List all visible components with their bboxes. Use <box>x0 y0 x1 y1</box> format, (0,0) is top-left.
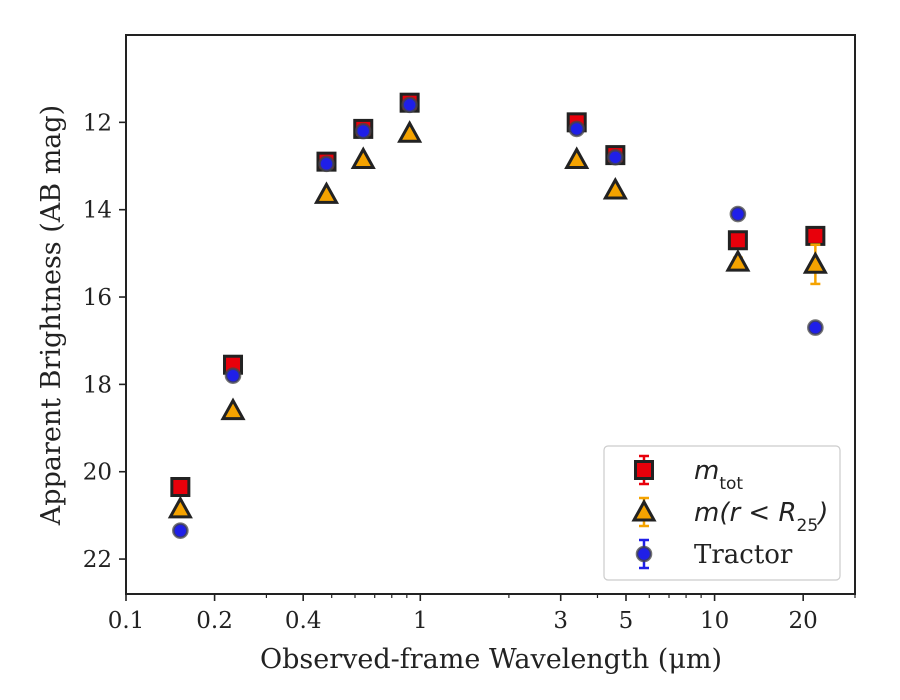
data-point-square <box>805 225 826 246</box>
legend-label: mtot <box>694 456 743 494</box>
data-layer <box>167 92 828 539</box>
y-tick-label: 22 <box>83 547 112 573</box>
x-tick-label: 0.4 <box>285 608 322 634</box>
y-tick-label: 20 <box>83 460 112 486</box>
legend-label: Tractor <box>694 540 793 570</box>
series-circle <box>172 96 824 539</box>
data-point-circle <box>224 367 242 384</box>
plot-frame <box>125 34 856 595</box>
legend-marker-circle <box>635 545 653 563</box>
y-axis-label: Apparent Brightness (AB mag) <box>36 105 67 526</box>
data-point-square <box>727 230 748 251</box>
legend-label: m(r < R25) <box>694 498 828 536</box>
data-point-circle <box>568 120 586 138</box>
x-axis-label: Observed-frame Wavelength (μm) <box>260 644 722 675</box>
x-tick-label: 0.2 <box>196 608 233 634</box>
data-point-triangle <box>397 120 423 143</box>
data-point-circle <box>401 96 418 114</box>
data-point-triangle <box>725 249 751 272</box>
data-point-triangle <box>350 146 376 169</box>
x-tick-label: 1 <box>413 608 428 634</box>
data-point-triangle <box>220 397 246 421</box>
data-point-circle <box>607 148 624 166</box>
axes: 0.1 0.2 0.4 1 3 5 10 20 12 14 16 18 20 22 <box>83 34 856 634</box>
x-tick-label: 3 <box>553 608 568 634</box>
data-point-triangle <box>802 251 828 274</box>
legend-marker-square <box>634 460 654 480</box>
x-tick-label: 10 <box>700 608 729 634</box>
data-point-triangle <box>564 146 590 169</box>
data-point-circle <box>807 319 824 336</box>
series-square <box>170 92 826 498</box>
x-tick-label: 0.1 <box>108 608 145 634</box>
y-tick-label: 14 <box>83 198 112 224</box>
data-point-circle <box>318 155 335 173</box>
x-tick-label: 5 <box>619 608 634 634</box>
y-tick-label: 12 <box>83 110 112 136</box>
series-triangle <box>167 120 828 519</box>
data-point-circle <box>172 522 189 539</box>
legend-marker-triangle <box>631 498 657 522</box>
data-point-triangle <box>602 176 628 200</box>
x-tick-label: 20 <box>789 608 818 634</box>
data-point-triangle <box>313 181 340 204</box>
data-point-square <box>170 477 191 498</box>
data-point-triangle <box>167 495 193 519</box>
legend: mtot m(r < R25) Tractor <box>603 445 841 581</box>
legend-box <box>603 445 841 581</box>
data-point-circle <box>354 122 372 140</box>
y-tick-label: 18 <box>83 372 112 398</box>
data-point-circle <box>729 205 747 223</box>
y-tick-label: 16 <box>83 285 112 311</box>
